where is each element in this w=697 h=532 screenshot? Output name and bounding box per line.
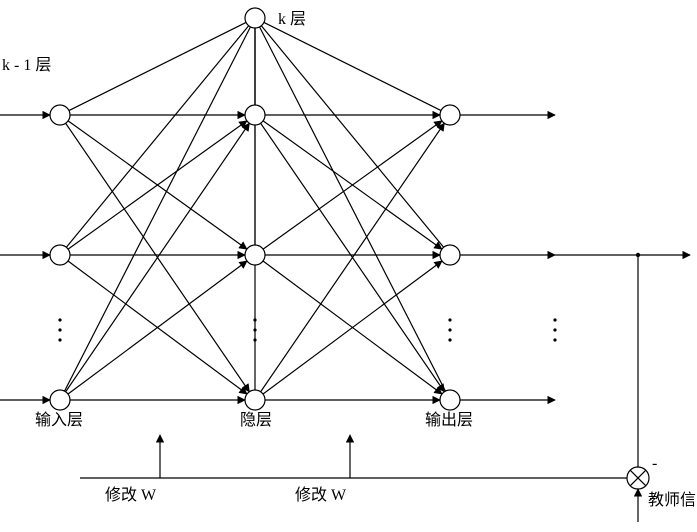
neuron-node: [50, 245, 70, 265]
edge: [69, 22, 246, 110]
ellipsis-dot: [58, 318, 61, 321]
neuron-node: [440, 245, 460, 265]
edge: [261, 26, 443, 248]
ellipsis-dot: [553, 318, 556, 321]
neuron-node: [245, 390, 265, 410]
minus-label: -: [652, 455, 657, 472]
neuron-node: [50, 390, 70, 410]
ellipsis-dot: [553, 328, 556, 331]
k-layer-label: k 层: [278, 11, 306, 28]
edge: [66, 26, 248, 248]
input-layer-label: 输入层: [35, 411, 83, 429]
neuron-node: [245, 105, 265, 125]
neuron-node: [245, 245, 265, 265]
edge: [260, 27, 446, 391]
modify-w-label: 修改 W: [295, 486, 347, 504]
ellipsis-dot: [58, 328, 61, 331]
neuron-node: [440, 390, 460, 410]
ellipsis-dot: [448, 318, 451, 321]
teacher-signal-label: 教师信号: [648, 491, 697, 509]
edge: [264, 22, 441, 110]
k-minus-1-label: k - 1 层: [2, 57, 51, 74]
ellipsis-dot: [448, 328, 451, 331]
edge: [65, 27, 251, 391]
neuron-node: [440, 105, 460, 125]
ellipsis-dot: [253, 328, 256, 331]
ellipsis-dot: [253, 318, 256, 321]
output-layer-label: 输出层: [425, 411, 473, 429]
hidden-layer-label: 隐层: [240, 411, 272, 429]
neuron-node: [50, 105, 70, 125]
modify-w-label: 修改 W: [105, 486, 157, 504]
junction-dot: [636, 253, 640, 257]
ellipsis-dot: [553, 338, 556, 341]
ellipsis-dot: [253, 338, 256, 341]
neuron-node: [245, 8, 265, 28]
ellipsis-dot: [58, 338, 61, 341]
ellipsis-dot: [448, 338, 451, 341]
